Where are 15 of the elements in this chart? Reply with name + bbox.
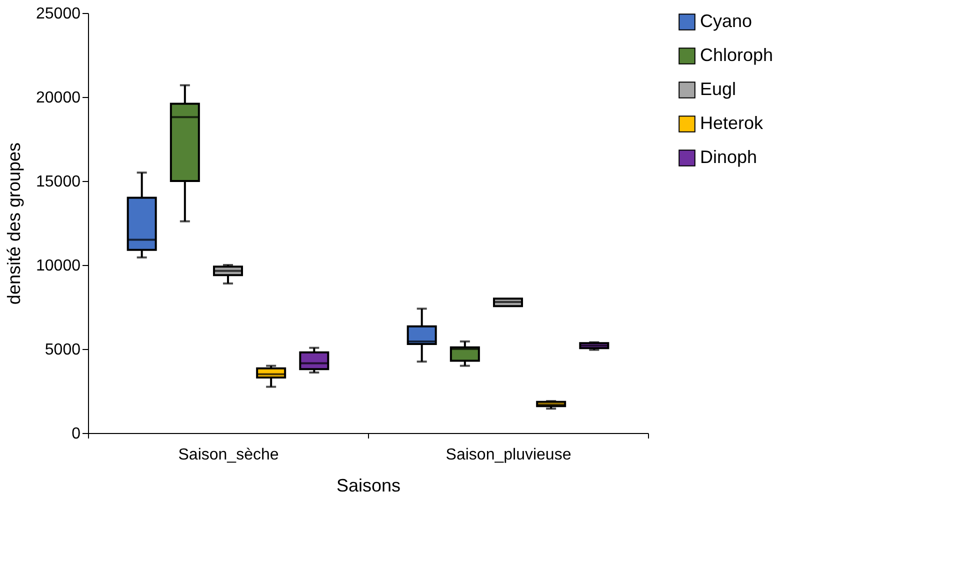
legend-label: Dinoph (700, 147, 758, 167)
legend-label: Heterok (700, 113, 764, 133)
y-tick-label: 0 (72, 426, 81, 442)
y-tick-label: 20000 (36, 90, 81, 106)
y-tick-label: 25000 (36, 6, 81, 22)
x-tick-label: Saison_sèche (178, 446, 279, 464)
legend-label: Chloroph (700, 45, 774, 65)
legend-label: Eugl (700, 79, 736, 99)
legend-label: Cyano (700, 11, 752, 31)
y-tick-label: 5000 (44, 342, 81, 358)
x-axis-title: Saisons (336, 476, 401, 496)
y-tick-label: 15000 (36, 174, 81, 190)
y-axis-title: densité des groupes (4, 142, 24, 305)
y-tick-label: 10000 (36, 258, 81, 274)
x-tick-label: Saison_pluvieuse (446, 446, 572, 464)
